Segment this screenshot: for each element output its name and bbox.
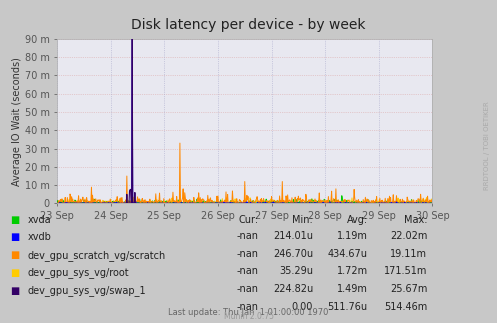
Text: 214.01u: 214.01u: [273, 231, 313, 241]
Text: 514.46m: 514.46m: [384, 302, 427, 312]
Text: -nan: -nan: [237, 249, 258, 258]
Text: xvda: xvda: [27, 215, 51, 224]
Text: Avg:: Avg:: [346, 215, 368, 224]
Text: 19.11m: 19.11m: [391, 249, 427, 258]
Text: Cur:: Cur:: [239, 215, 258, 224]
Text: Last update: Thu Jan  1 01:00:00 1970: Last update: Thu Jan 1 01:00:00 1970: [168, 307, 329, 317]
Y-axis label: Average IO Wait (seconds): Average IO Wait (seconds): [12, 57, 22, 185]
Text: -nan: -nan: [237, 284, 258, 294]
Text: xvdb: xvdb: [27, 233, 51, 242]
Text: 22.02m: 22.02m: [390, 231, 427, 241]
Text: dev_gpu_sys_vg/root: dev_gpu_sys_vg/root: [27, 267, 129, 278]
Text: 25.67m: 25.67m: [390, 284, 427, 294]
Text: -nan: -nan: [237, 266, 258, 276]
Text: 1.19m: 1.19m: [337, 231, 368, 241]
Text: Disk latency per device - by week: Disk latency per device - by week: [131, 18, 366, 32]
Text: -nan: -nan: [237, 302, 258, 312]
Text: Min:: Min:: [292, 215, 313, 224]
Text: 171.51m: 171.51m: [384, 266, 427, 276]
Text: 1.49m: 1.49m: [337, 284, 368, 294]
Text: 246.70u: 246.70u: [273, 249, 313, 258]
Text: dev_gpu_scratch_vg/scratch: dev_gpu_scratch_vg/scratch: [27, 250, 166, 261]
Text: ■: ■: [10, 286, 19, 296]
Text: 434.67u: 434.67u: [328, 249, 368, 258]
Text: Munin 2.0.75: Munin 2.0.75: [224, 312, 273, 321]
Text: ■: ■: [10, 233, 19, 242]
Text: RRDTOOL / TOBI OETIKER: RRDTOOL / TOBI OETIKER: [484, 101, 490, 190]
Text: ■: ■: [10, 215, 19, 224]
Text: 511.76u: 511.76u: [328, 302, 368, 312]
Text: 0.00: 0.00: [292, 302, 313, 312]
Text: 1.72m: 1.72m: [336, 266, 368, 276]
Text: 224.82u: 224.82u: [273, 284, 313, 294]
Text: ■: ■: [10, 250, 19, 260]
Text: 35.29u: 35.29u: [279, 266, 313, 276]
Text: -nan: -nan: [237, 231, 258, 241]
Text: Max:: Max:: [404, 215, 427, 224]
Text: dev_gpu_sys_vg/swap_1: dev_gpu_sys_vg/swap_1: [27, 285, 146, 296]
Text: ■: ■: [10, 268, 19, 278]
